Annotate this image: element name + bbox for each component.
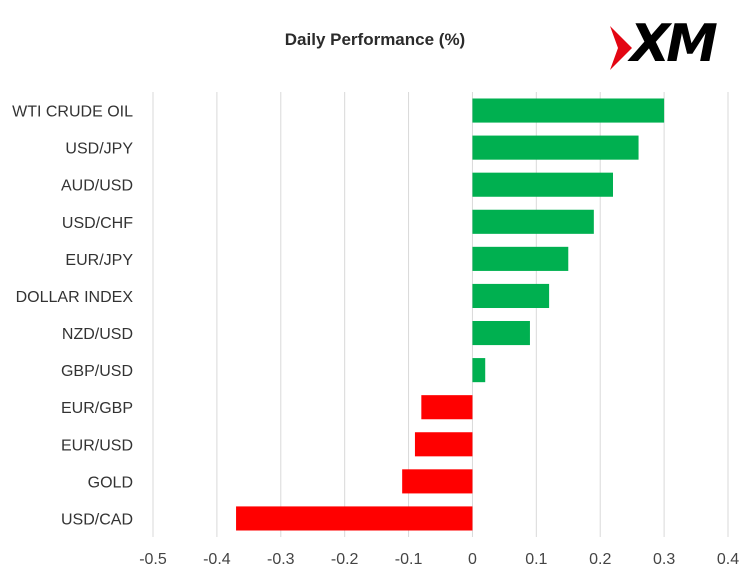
bar (472, 246, 569, 271)
category-label: GOLD (88, 474, 133, 491)
x-tick-label: 0.4 (717, 551, 739, 568)
bar (472, 98, 665, 123)
bar (414, 432, 473, 457)
bars (236, 98, 665, 531)
bar (472, 320, 530, 346)
category-label: DOLLAR INDEX (16, 289, 134, 306)
x-tick-label: 0 (468, 551, 477, 568)
x-tick-label: -0.5 (139, 551, 167, 568)
category-label: USD/CAD (61, 511, 133, 528)
x-tick-label: 0.1 (525, 551, 547, 568)
bar (472, 209, 594, 234)
x-tick-label: 0.3 (653, 551, 675, 568)
logo-mark-icon (610, 26, 632, 70)
x-tick-labels: -0.5 -0.4 -0.3 -0.2 -0.1 0 0.1 0.2 0.3 0.4 (139, 551, 739, 568)
category-label: USD/JPY (65, 141, 133, 158)
category-labels: WTI CRUDE OIL USD/JPY AUD/USD USD/CHF EUR/JP… (12, 104, 133, 529)
xm-logo: XM (610, 14, 740, 74)
bar (472, 358, 486, 383)
category-label: USD/CHF (62, 215, 133, 232)
category-label: GBP/USD (61, 363, 133, 380)
bar (472, 283, 550, 309)
x-tick-label: -0.1 (395, 551, 423, 568)
bar (402, 469, 473, 494)
grid-lines (152, 92, 729, 537)
category-label: WTI CRUDE OIL (12, 104, 133, 121)
category-label: EUR/GBP (61, 400, 133, 417)
category-label: EUR/JPY (65, 252, 133, 269)
x-tick-label: -0.3 (267, 551, 295, 568)
x-tick-label: 0.2 (589, 551, 611, 568)
bar (472, 135, 639, 160)
bar (472, 172, 613, 197)
bar (421, 395, 473, 420)
category-label: EUR/USD (61, 437, 133, 454)
x-tick-label: -0.2 (331, 551, 359, 568)
category-label: NZD/USD (62, 326, 133, 343)
logo-text: XM (630, 14, 718, 74)
x-tick-label: -0.4 (203, 551, 231, 568)
category-label: AUD/USD (61, 178, 133, 195)
chart-title: Daily Performance (%) (284, 30, 466, 49)
bar (236, 506, 473, 531)
